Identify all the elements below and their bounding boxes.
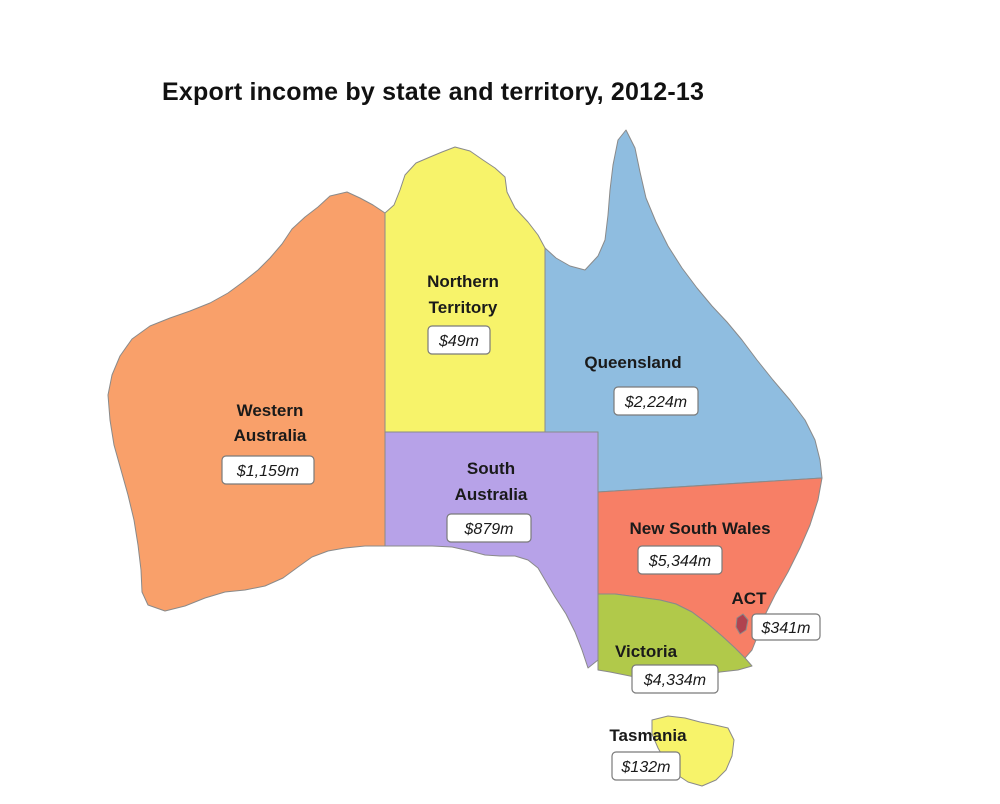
value-queensland: $2,224m bbox=[624, 394, 687, 411]
region-act[interactable] bbox=[735, 613, 749, 635]
label-queensland: Queensland bbox=[584, 353, 681, 372]
value-western-australia: $1,159m bbox=[236, 463, 299, 480]
value-tasmania: $132m bbox=[621, 759, 671, 776]
label-western-australia-line1: Western bbox=[237, 401, 304, 420]
value-box-victoria bbox=[631, 664, 719, 694]
value-box-new-south-wales bbox=[637, 545, 723, 575]
value-box-queensland bbox=[613, 386, 699, 416]
label-new-south-wales: New South Wales bbox=[629, 519, 770, 538]
map-title: Export income by state and territory, 20… bbox=[162, 78, 705, 106]
label-northern-territory-line2: Territory bbox=[429, 298, 498, 317]
value-victoria: $4,334m bbox=[643, 672, 706, 689]
label-western-australia-line2: Australia bbox=[234, 426, 307, 445]
region-western-australia[interactable] bbox=[107, 191, 386, 612]
label-south-australia-line1: South bbox=[467, 459, 515, 478]
value-south-australia: $879m bbox=[464, 521, 514, 538]
value-northern-territory: $49m bbox=[438, 333, 479, 350]
value-box-tasmania bbox=[611, 751, 681, 781]
region-northern-territory[interactable] bbox=[384, 146, 546, 433]
value-act: $341m bbox=[761, 620, 811, 637]
region-south-australia[interactable] bbox=[384, 431, 599, 669]
label-northern-territory-line1: Northern bbox=[427, 272, 499, 291]
label-south-australia-line2: Australia bbox=[455, 485, 528, 504]
label-act: ACT bbox=[732, 589, 768, 608]
label-victoria: Victoria bbox=[615, 642, 678, 661]
value-new-south-wales: $5,344m bbox=[648, 553, 711, 570]
value-box-western-australia bbox=[221, 455, 315, 485]
value-box-south-australia bbox=[446, 513, 532, 543]
value-box-northern-territory bbox=[427, 325, 491, 355]
value-box-act bbox=[751, 613, 821, 641]
label-tasmania: Tasmania bbox=[609, 726, 687, 745]
